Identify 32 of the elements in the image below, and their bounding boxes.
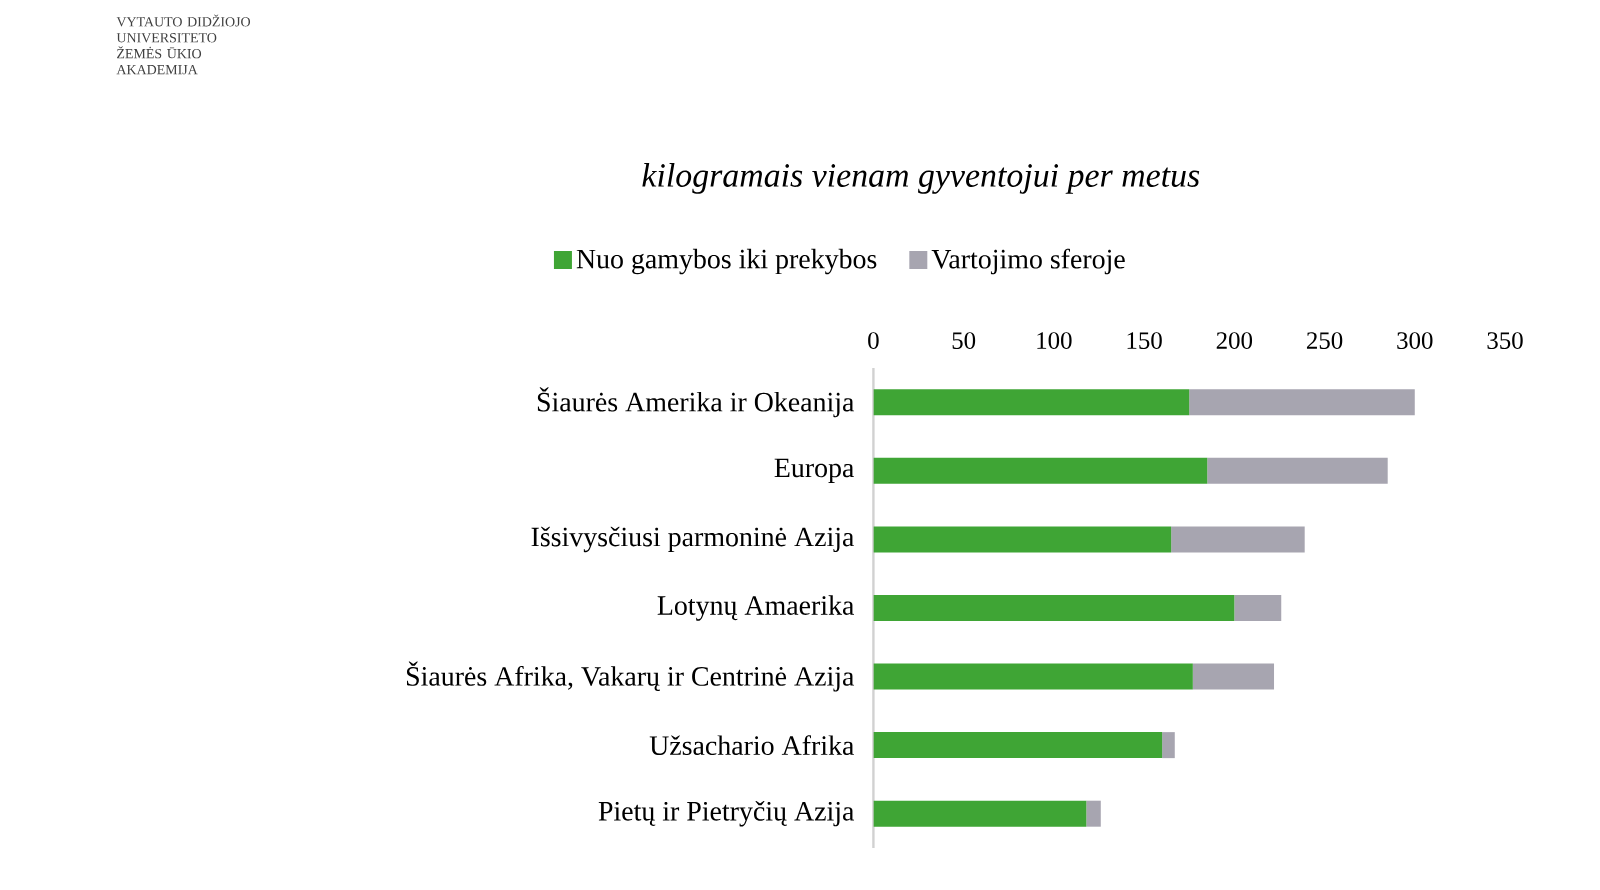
chart-title: kilogramais vienam gyventojui per metus xyxy=(642,163,1200,194)
bar xyxy=(1189,389,1415,416)
bar xyxy=(1192,663,1275,690)
x-tick-label: 250 xyxy=(1306,332,1343,349)
y-tick-label: Pietų ir Pietryčių Azija xyxy=(598,800,855,827)
x-tick-label: 300 xyxy=(1397,332,1433,349)
x-tick-label: 100 xyxy=(1037,332,1072,349)
x-tick-label: 0 xyxy=(868,332,879,349)
bar xyxy=(873,800,1087,827)
y-tick-label: Išsivysčiusi parmoninė Azija xyxy=(531,526,855,553)
bar xyxy=(1207,457,1388,484)
legend-label: Vartojimo sferoje xyxy=(931,248,1125,275)
y-tick-label: Lotynų Amaerika xyxy=(657,595,855,621)
bar xyxy=(1162,732,1175,759)
bar xyxy=(873,526,1172,553)
bar xyxy=(873,663,1193,690)
x-tick-label: 50 xyxy=(952,332,976,349)
bar xyxy=(1234,594,1282,621)
bar xyxy=(873,457,1208,484)
bar xyxy=(1086,800,1101,827)
x-tick-label: 350 xyxy=(1487,332,1523,349)
y-tick-label: Šiaurės Afrika, Vakarų ir Centrinė Azija xyxy=(406,661,855,692)
x-tick-label: 150 xyxy=(1127,332,1162,349)
y-tick-label: Europa xyxy=(774,458,854,483)
y-tick-label: Šiaurės Amerika ir Okeanija xyxy=(537,387,855,418)
bar xyxy=(1171,526,1305,553)
x-tick-label: 200 xyxy=(1216,332,1253,349)
bar xyxy=(873,594,1235,621)
legend-label: Nuo gamybos iki prekybos xyxy=(576,248,877,275)
bar xyxy=(873,389,1190,416)
bar xyxy=(873,732,1163,759)
y-tick-label: Užsachario Afrika xyxy=(649,735,854,756)
